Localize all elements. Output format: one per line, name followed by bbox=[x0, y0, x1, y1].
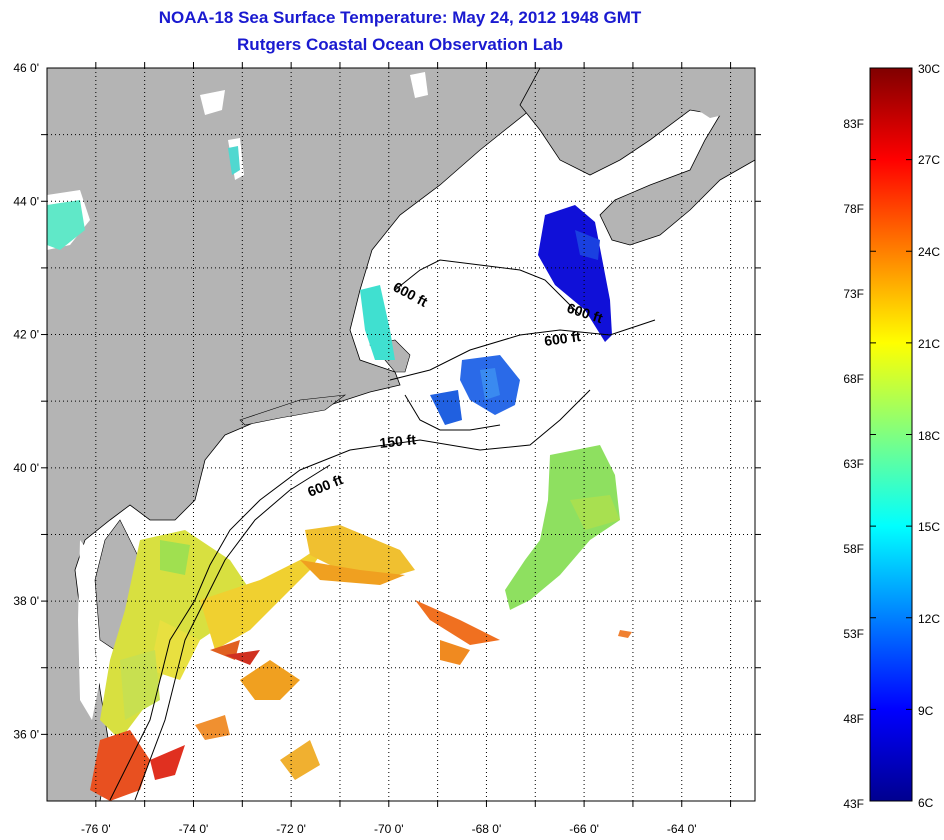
colorbar-c-label: 30C bbox=[918, 62, 940, 76]
colorbar-f-label: 43F bbox=[843, 797, 864, 811]
lat-lon-grid bbox=[41, 62, 761, 807]
colorbar-f-label: 83F bbox=[843, 117, 864, 131]
colorbar-f-label: 53F bbox=[843, 627, 864, 641]
contour-label: 150 ft bbox=[379, 431, 417, 451]
lake-small bbox=[200, 90, 225, 115]
lon-tick-label: -70 0' bbox=[374, 822, 404, 836]
lon-tick-label: -74 0' bbox=[179, 822, 209, 836]
colorbar-c-label: 9C bbox=[918, 704, 934, 718]
colorbar-c-label: 27C bbox=[918, 153, 940, 167]
colorbar-c-label: 21C bbox=[918, 337, 940, 351]
lat-tick-label: 40 0' bbox=[13, 461, 39, 475]
colorbar-f-label: 48F bbox=[843, 712, 864, 726]
chesapeake-bay bbox=[78, 540, 100, 720]
lon-tick-label: -68 0' bbox=[472, 822, 502, 836]
colorbar-f-label: 68F bbox=[843, 372, 864, 386]
colorbar-c-label: 24C bbox=[918, 245, 940, 259]
lat-tick-label: 46 0' bbox=[13, 61, 39, 75]
colorbar-fahrenheit-labels: 83F 78F 73F 68F 63F 58F 53F 48F 43F bbox=[843, 117, 864, 811]
colorbar-c-label: 12C bbox=[918, 612, 940, 626]
colorbar-c-label: 18C bbox=[918, 429, 940, 443]
lat-tick-label: 42 0' bbox=[13, 328, 39, 342]
colorbar-c-label: 6C bbox=[918, 796, 934, 810]
map-frame bbox=[46, 67, 756, 802]
colorbar-f-label: 78F bbox=[843, 202, 864, 216]
temperature-colorbar bbox=[869, 67, 913, 802]
lon-tick-label: -66 0' bbox=[569, 822, 599, 836]
latitude-tick-labels: 46 0' 44 0' 42 0' 40 0' 38 0' 36 0' bbox=[13, 61, 39, 741]
lat-tick-label: 44 0' bbox=[13, 194, 39, 208]
map-subtitle: Rutgers Coastal Ocean Observation Lab bbox=[237, 35, 563, 54]
land-canada bbox=[519, 68, 755, 246]
colorbar-f-label: 63F bbox=[843, 457, 864, 471]
land-long-island bbox=[239, 394, 347, 426]
lake-moosehead bbox=[410, 72, 428, 98]
sst-data-layer bbox=[47, 146, 632, 801]
lon-tick-label: -64 0' bbox=[667, 822, 697, 836]
lat-tick-label: 38 0' bbox=[13, 594, 39, 608]
lat-tick-label: 36 0' bbox=[13, 727, 39, 741]
map-title: NOAA-18 Sea Surface Temperature: May 24,… bbox=[158, 8, 642, 27]
colorbar-ticks bbox=[870, 67, 912, 802]
lon-tick-label: -76 0' bbox=[81, 822, 111, 836]
colorbar-celsius-labels: 30C 27C 24C 21C 18C 15C 12C 9C 6C bbox=[918, 62, 940, 810]
colorbar-f-label: 73F bbox=[843, 287, 864, 301]
colorbar-c-label: 15C bbox=[918, 520, 940, 534]
land-island bbox=[690, 98, 745, 118]
longitude-tick-labels: -76 0' -74 0' -72 0' -70 0' -68 0' -66 0' -64 … bbox=[81, 822, 697, 836]
lon-tick-label: -72 0' bbox=[276, 822, 306, 836]
contour-label: 600 ft bbox=[543, 328, 582, 349]
colorbar-f-label: 58F bbox=[843, 542, 864, 556]
